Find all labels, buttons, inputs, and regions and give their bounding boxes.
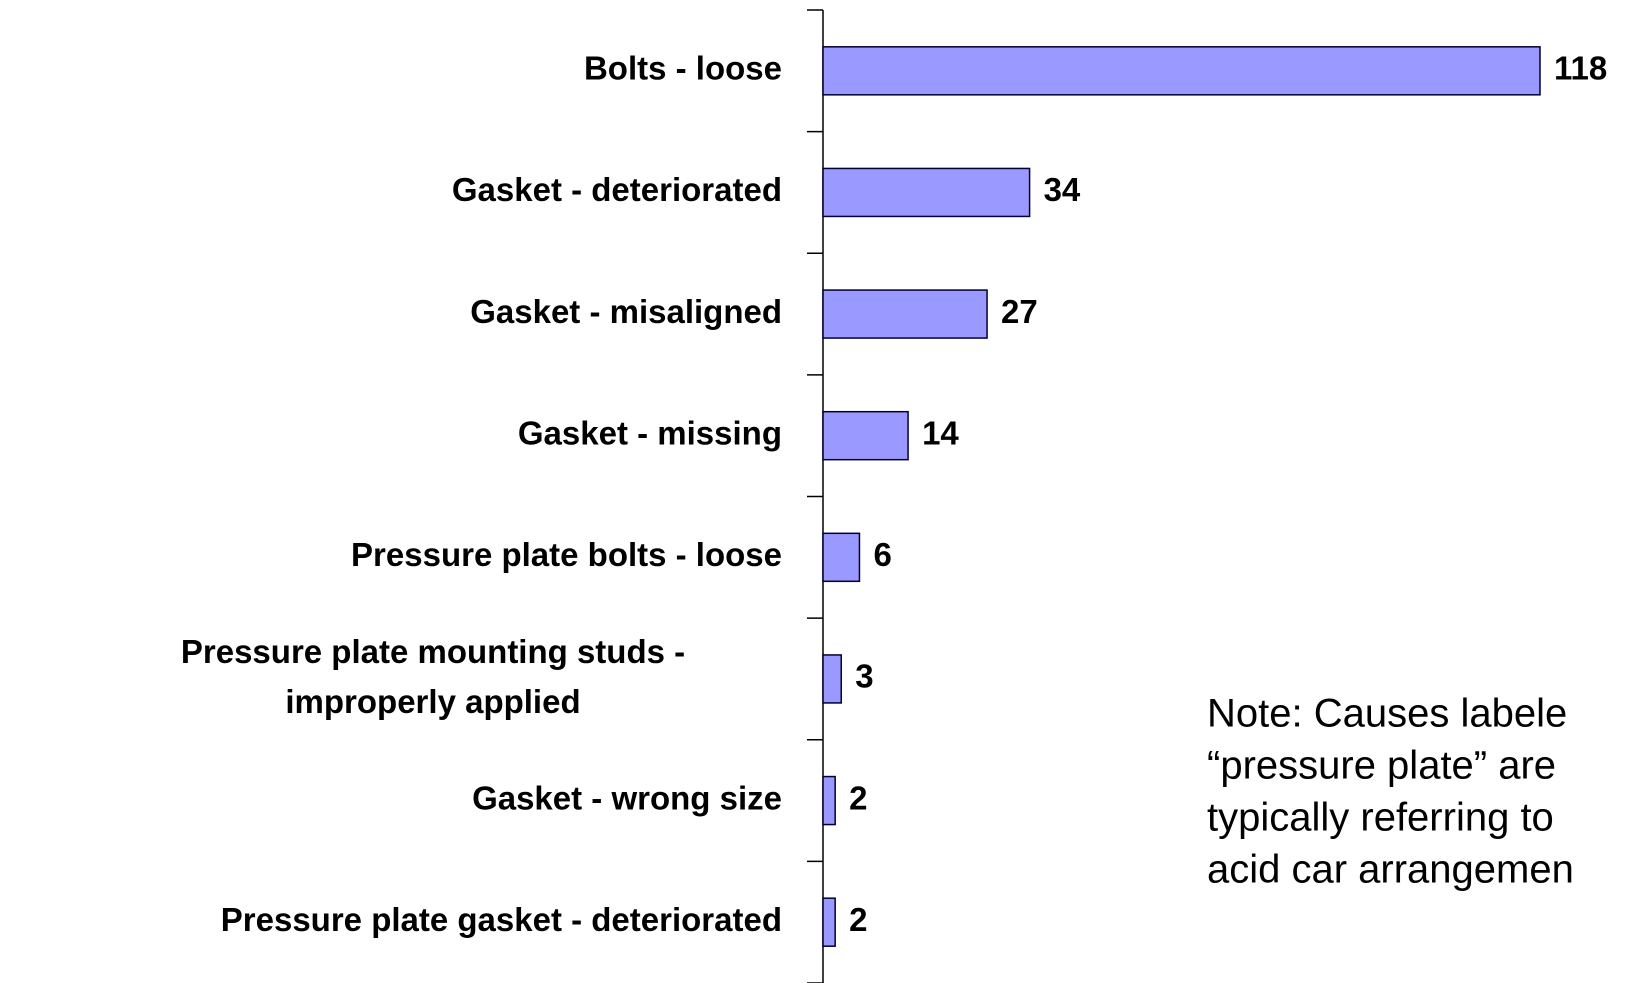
category-label: Pressure plate mounting studs -improperl… — [181, 633, 685, 720]
note-line: typically referring to — [1207, 796, 1554, 840]
note-line: Note: Causes labele — [1207, 692, 1567, 736]
bar — [822, 167, 1031, 218]
bar — [822, 410, 909, 461]
bar — [822, 897, 836, 947]
value-label: 2 — [849, 779, 867, 816]
value-label: 118 — [1554, 50, 1607, 87]
value-label: 6 — [873, 536, 891, 573]
bar — [822, 532, 861, 583]
value-label: 2 — [849, 901, 867, 938]
bar — [822, 289, 988, 339]
category-label: Pressure plate bolts - loose — [351, 536, 782, 573]
category-label: Gasket - misaligned — [470, 293, 782, 330]
bar — [822, 46, 1541, 96]
category-label: Gasket - missing — [518, 414, 782, 451]
category-label: Gasket - deteriorated — [452, 171, 782, 208]
category-label: Gasket - wrong size — [472, 779, 782, 816]
value-label: 3 — [855, 658, 873, 695]
value-label: 27 — [1001, 293, 1038, 330]
value-label: 34 — [1044, 171, 1081, 208]
note-line: acid car arrangemen — [1207, 848, 1574, 892]
note-line: “pressure plate” are — [1207, 744, 1556, 788]
category-label: Pressure plate gasket - deteriorated — [221, 901, 782, 938]
bar — [822, 654, 842, 704]
category-label: Bolts - loose — [584, 50, 782, 87]
bar — [822, 775, 836, 826]
value-label: 14 — [922, 414, 959, 451]
